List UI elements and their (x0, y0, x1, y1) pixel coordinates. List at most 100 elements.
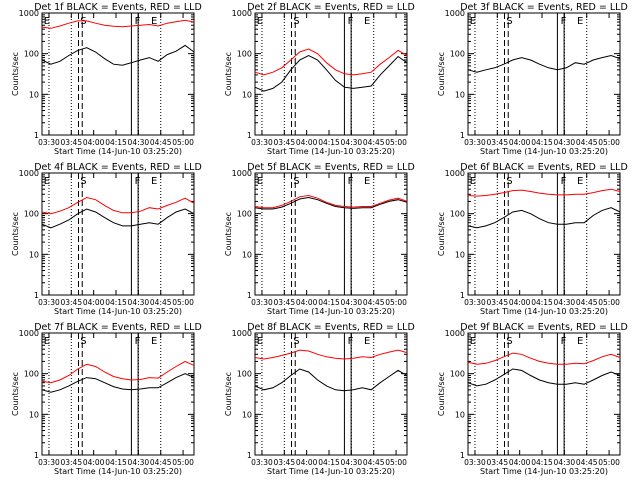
y-tick-label: 10 (242, 410, 252, 419)
events-series-line (254, 368, 408, 392)
x-tick-label: 04:30 (341, 458, 363, 467)
chart-title: Det 7f BLACK = Events, RED = LLD (34, 322, 202, 333)
x-tick-label: 04:00 (296, 458, 318, 467)
x-tick-label: 03:30 (38, 458, 60, 467)
y-tick-label: 100 (24, 210, 39, 219)
marker-label: E (470, 336, 476, 347)
marker-label: F (348, 176, 354, 187)
y-tick-label: 10 (455, 410, 465, 419)
events-series-line (41, 373, 195, 393)
y-tick-label: 1 (34, 451, 39, 460)
lld-series-line (41, 360, 195, 384)
x-tick-label: 04:45 (363, 138, 385, 147)
x-tick-label: 04:45 (150, 298, 172, 307)
x-tick-label: 04:00 (83, 298, 105, 307)
marker-label: E (44, 336, 50, 347)
y-axis-label: Counts/sec (11, 372, 20, 416)
y-tick-label: 100 (450, 210, 465, 219)
marker-label: F (135, 176, 141, 187)
y-tick-label: 1000 (19, 9, 39, 18)
marker-label: F (561, 176, 567, 187)
plot-frame (41, 172, 195, 296)
x-tick-label: 04:00 (509, 298, 531, 307)
x-tick-label: 03:30 (251, 458, 273, 467)
y-tick-label: 1 (247, 291, 252, 300)
marker-label: E (470, 16, 476, 27)
marker-label: E (364, 336, 370, 347)
chart-title: Det 5f BLACK = Events, RED = LLD (247, 162, 415, 173)
y-tick-label: 10 (455, 250, 465, 259)
chart-panel: Det 4f BLACK = Events, RED = LLD 1 10 100 10… (11, 162, 202, 316)
plot-frame (467, 12, 621, 136)
events-series-line (467, 54, 621, 73)
y-tick-label: 1000 (445, 329, 465, 338)
chart-title: Det 8f BLACK = Events, RED = LLD (247, 322, 415, 333)
lld-series-line (254, 48, 408, 76)
y-axis-label: Counts/sec (224, 372, 233, 416)
x-tick-label: 05:00 (385, 298, 407, 307)
marker-label: S (506, 176, 512, 187)
x-axis-label: Start Time (14-Jun-10 03:25:20) (480, 147, 608, 156)
x-tick-label: 03:45 (60, 138, 82, 147)
x-tick-label: 05:00 (172, 458, 194, 467)
y-tick-label: 100 (24, 50, 39, 59)
x-tick-label: 05:00 (172, 138, 194, 147)
x-tick-label: 04:30 (554, 458, 576, 467)
x-tick-label: 04:45 (150, 458, 172, 467)
x-tick-label: 04:15 (531, 298, 553, 307)
y-axis-label: Counts/sec (437, 372, 446, 416)
plot-frame (467, 172, 621, 296)
y-axis-label: Counts/sec (437, 212, 446, 256)
x-axis-label: Start Time (14-Jun-10 03:25:20) (54, 307, 182, 316)
x-tick-label: 03:30 (38, 298, 60, 307)
y-tick-label: 10 (242, 90, 252, 99)
events-series-line (41, 208, 195, 229)
y-axis-label: Counts/sec (224, 212, 233, 256)
chart-panel: Det 5f BLACK = Events, RED = LLD 1 10 100 10… (224, 162, 415, 316)
marker-label: E (364, 16, 370, 27)
marker-label: E (151, 176, 157, 187)
x-tick-label: 03:30 (251, 298, 273, 307)
x-tick-label: 03:30 (464, 458, 486, 467)
x-tick-label: 04:00 (296, 298, 318, 307)
chart-title: Det 4f BLACK = Events, RED = LLD (34, 162, 202, 173)
marker-label: E (44, 176, 50, 187)
x-tick-label: 03:45 (273, 458, 295, 467)
x-tick-label: 04:15 (318, 138, 340, 147)
lld-series-line (254, 349, 408, 360)
marker-label: E (257, 16, 263, 27)
chart-panel: Det 9f BLACK = Events, RED = LLD 1 10 100 10… (437, 322, 628, 476)
y-tick-label: 100 (450, 370, 465, 379)
events-series-line (467, 368, 621, 387)
x-tick-label: 05:00 (385, 458, 407, 467)
x-tick-label: 03:30 (251, 138, 273, 147)
x-tick-label: 04:30 (554, 298, 576, 307)
x-tick-label: 05:00 (598, 298, 620, 307)
y-tick-label: 1000 (445, 169, 465, 178)
marker-label: S (80, 336, 86, 347)
marker-label: S (293, 16, 299, 27)
lld-series-line (467, 188, 621, 197)
x-tick-label: 04:15 (531, 458, 553, 467)
x-tick-label: 04:00 (296, 138, 318, 147)
events-series-line (41, 44, 195, 66)
y-tick-label: 1 (460, 291, 465, 300)
y-tick-label: 10 (242, 250, 252, 259)
chart-title: Det 6f BLACK = Events, RED = LLD (460, 162, 628, 173)
x-tick-label: 05:00 (385, 138, 407, 147)
x-tick-label: 04:45 (576, 298, 598, 307)
lld-series-line (467, 352, 621, 365)
x-axis-label: Start Time (14-Jun-10 03:25:20) (267, 307, 395, 316)
x-tick-label: 04:45 (363, 458, 385, 467)
marker-label: S (80, 176, 86, 187)
x-tick-label: 04:30 (341, 138, 363, 147)
y-tick-label: 1000 (232, 9, 252, 18)
x-tick-label: 04:00 (83, 138, 105, 147)
plot-frame (467, 332, 621, 456)
y-tick-label: 100 (237, 50, 252, 59)
x-tick-label: 03:45 (273, 138, 295, 147)
lld-series-line (41, 19, 195, 29)
y-axis-label: Counts/sec (11, 212, 20, 256)
x-tick-label: 03:30 (38, 138, 60, 147)
